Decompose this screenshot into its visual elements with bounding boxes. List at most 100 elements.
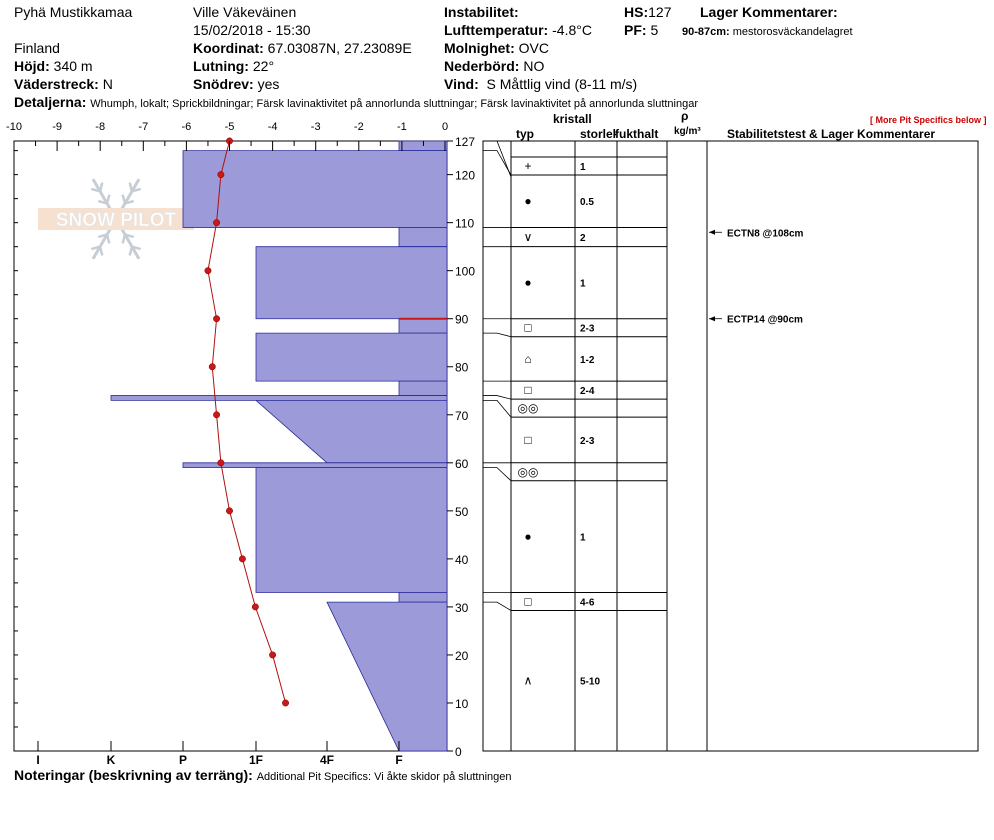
drift-value: yes (257, 76, 280, 92)
layer-table-frame (482, 140, 979, 752)
hardness-layer-bar (255, 332, 448, 382)
snow-depth: HS:127 (624, 4, 671, 20)
grain-size-value: 5-10 (580, 677, 600, 688)
logo-flake-branch (121, 234, 127, 244)
hardness-tick-label: 1F (249, 753, 263, 767)
layer-connector (483, 399, 512, 418)
precip-value: NO (523, 58, 545, 74)
layer-comment: 90-87cm: mestorosväckandelagret (682, 24, 853, 40)
grain-size-value: 2-4 (580, 386, 595, 397)
wind-value: S Måttlig vind (8-11 m/s) (486, 76, 638, 92)
height-tick-label: 30 (455, 601, 469, 615)
sky-label: Molnighet: (444, 40, 515, 56)
grain-size-value: 1 (580, 162, 586, 173)
grain-size-value: 2 (580, 233, 586, 244)
hardness-tick-label: K (107, 753, 116, 767)
hardness-layer-bar (398, 318, 448, 334)
grain-size-value: 1-2 (580, 355, 595, 366)
layer-connector (483, 150, 512, 176)
more-pit-specifics-link[interactable]: [ More Pit Specifics below ] (870, 115, 987, 125)
hardness-tick-label: F (395, 753, 402, 767)
air-temp-label: Lufttemperatur: (444, 22, 549, 38)
height-tick-label: 80 (455, 361, 469, 375)
logo-flake-branch (128, 182, 134, 192)
height-tick-label: 50 (455, 505, 469, 519)
slope-label: Lutning: (193, 58, 249, 74)
temperature-point (238, 555, 246, 563)
hardness-layer-bar (110, 395, 448, 401)
temperature-point (269, 651, 277, 659)
penetration: PF: 5 (624, 22, 658, 38)
logo-band (38, 208, 194, 230)
grain-type-symbol: ◎◎ (518, 401, 539, 415)
hardness-layer-bar (398, 592, 448, 603)
temp-tick-label: -7 (138, 121, 148, 133)
pf-value: 5 (650, 22, 659, 38)
stability-arrow-head (709, 229, 715, 235)
layer-connector (483, 395, 512, 400)
grain-type-symbol: ◎◎ (518, 465, 539, 479)
grain-type-symbol: □ (524, 321, 531, 335)
temperature-point (208, 363, 216, 371)
date-time: 15/02/2018 - 15:30 (193, 22, 311, 38)
temp-tick-label: -8 (95, 121, 105, 133)
country: Finland (14, 40, 60, 56)
hardness-layer-bar (326, 601, 448, 752)
coordinates-label: Koordinat: (193, 40, 264, 56)
hardness-layer-bar (398, 380, 448, 396)
grain-type-symbol: □ (524, 594, 531, 608)
coordinates: Koordinat: 67.03087N, 27.23089E (193, 40, 412, 56)
hardness-layer-bar (255, 467, 448, 593)
layer-comments-label: Lager Kommentarer: (700, 4, 838, 20)
precipitation: Nederbörd: NO (444, 58, 544, 74)
temp-tick-label: -1 (397, 121, 407, 133)
precip-label: Nederbörd: (444, 58, 520, 74)
logo-flake-branch (98, 182, 104, 192)
temperature-point (217, 171, 225, 179)
height-tick-label: 0 (455, 745, 462, 759)
elevation-label: Höjd: (14, 58, 50, 74)
logo-text: SNOW PILOT (56, 210, 177, 231)
logo-flake-branch (98, 246, 104, 256)
snowpilot-logo: SNOW PILOT (38, 178, 194, 260)
aspect: Väderstreck: N (14, 76, 113, 92)
grain-size-value: 2-3 (580, 436, 595, 447)
sky-value: OVC (518, 40, 549, 56)
temperature-point (217, 459, 225, 467)
temp-tick-label: -6 (182, 121, 192, 133)
grain-type-symbol: + (524, 159, 531, 173)
air-temperature: Lufttemperatur: -4.8°C (444, 22, 592, 38)
density-unit-header: kg/m³ (674, 126, 701, 137)
hardness-layer-bar (182, 150, 448, 228)
grain-size-value: 2-3 (580, 324, 595, 335)
grain-type-symbol: ∧ (524, 674, 533, 688)
logo-flake-branch (105, 194, 111, 204)
logo-flake-branch (121, 194, 127, 204)
grain-type-symbol: □ (524, 433, 531, 447)
hardness-layer-bar (254, 399, 448, 464)
layer-connector (483, 332, 512, 338)
elevation: Höjd: 340 m (14, 58, 93, 74)
logo-flake-branch (124, 233, 135, 239)
details-value: Whumph, lokalt; Sprickbildningar; Färsk … (90, 98, 699, 110)
layer-connector (483, 601, 512, 611)
layer-comment-text: mestorosväckandelagret (732, 26, 853, 38)
grain-type-symbol: □ (524, 383, 531, 397)
aspect-value: N (102, 76, 113, 92)
height-tick-label: 100 (455, 265, 475, 279)
temp-tick-label: -4 (268, 121, 278, 133)
hardness-layer-bar (398, 227, 448, 248)
hardness-tick-label: P (179, 753, 187, 767)
hardness-layer-bar (255, 246, 448, 320)
moisture-header: fukthalt (615, 127, 659, 141)
logo-flake-branch (90, 245, 101, 251)
density-rho-header: ρ (681, 109, 689, 123)
grain-size-value: 0.5 (580, 197, 594, 208)
hardness-tick-label: I (36, 753, 39, 767)
wind: Vind: S Måttlig vind (8-11 m/s) (444, 76, 637, 92)
details-label: Detaljerna: (14, 94, 87, 110)
wind-label: Vind: (444, 76, 479, 92)
temperature-point (204, 267, 212, 275)
hs-value: 127 (648, 4, 672, 20)
coordinates-value: 67.03087N, 27.23089E (267, 40, 412, 56)
